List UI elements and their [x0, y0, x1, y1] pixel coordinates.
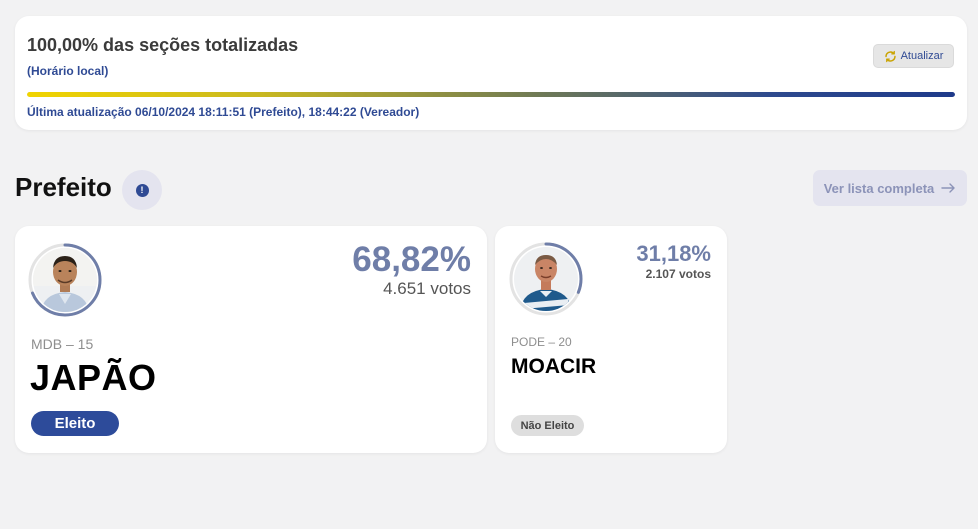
candidate-percent: 68,82%	[352, 240, 471, 279]
refresh-icon	[884, 50, 897, 63]
full-list-label: Ver lista completa	[823, 180, 935, 196]
candidate-avatar-ring	[27, 242, 103, 318]
totalization-title: 100,00% das seções totalizadas	[27, 35, 299, 55]
candidate-percent: 31,18%	[636, 241, 711, 266]
candidate-votes: 2.107 votos	[645, 267, 711, 281]
candidate-name: JAPÃO	[30, 357, 157, 398]
elected-badge: Eleito	[31, 411, 119, 436]
totalization-progress-bar	[27, 92, 955, 97]
last-update-text: Última atualização 06/10/2024 18:11:51 (…	[27, 105, 420, 119]
totalization-status-card: 100,00% das seções totalizadas (Horário …	[15, 16, 967, 130]
not-elected-badge: Não Eleito	[511, 415, 584, 436]
candidate-photo	[33, 248, 97, 312]
candidate-name: MOACIR	[511, 355, 597, 378]
candidate-party: MDB – 15	[31, 336, 94, 352]
refresh-button[interactable]: Atualizar	[873, 44, 954, 68]
full-list-button[interactable]: Ver lista completa	[813, 170, 967, 206]
info-icon: !	[135, 183, 149, 197]
totalization-progress-fill	[27, 92, 955, 97]
candidate-card[interactable]: 31,18% 2.107 votos PODE – 20 MOACIR Não …	[495, 226, 727, 453]
section-title: Prefeito	[15, 172, 112, 202]
local-time-note: (Horário local)	[27, 64, 109, 78]
candidate-photo	[514, 247, 578, 311]
arrow-right-icon	[941, 181, 956, 196]
candidate-avatar-ring	[508, 241, 584, 317]
refresh-label: Atualizar	[900, 50, 944, 62]
candidate-party: PODE – 20	[511, 335, 572, 349]
info-button[interactable]: !	[122, 170, 162, 210]
candidate-card[interactable]: 68,82% 4.651 votos MDB – 15 JAPÃO Eleito	[15, 226, 487, 453]
candidate-votes: 4.651 votos	[383, 279, 471, 298]
